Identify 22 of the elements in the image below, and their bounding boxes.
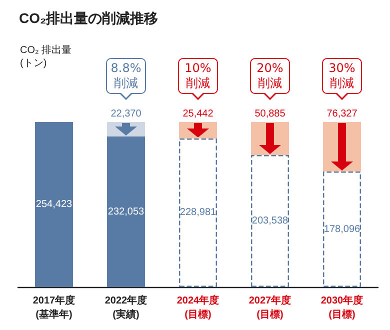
data-label: 25,442	[182, 108, 214, 120]
data-label: 254,423	[36, 199, 73, 210]
chart-title: CO₂排出量の削減推移	[19, 10, 158, 26]
x-tick-label: 2030年度 (目標)	[320, 294, 364, 320]
data-label: 50,885	[254, 108, 286, 120]
text: CO₂ 排出量 (トン)	[20, 44, 72, 69]
annotation: 30% 削減	[322, 58, 362, 94]
data-label: 232,053	[108, 206, 145, 218]
x-tick-label: 2027年度 (目標)	[248, 294, 292, 320]
data-label: 203,538	[252, 216, 289, 226]
annotation: 20% 削減	[250, 58, 290, 94]
data-label: 76,327	[326, 108, 358, 120]
data-label: 178,096	[324, 224, 361, 235]
x-tick-label: 2017年度 (基準年)	[32, 294, 76, 320]
annotation: 10% 削減	[178, 58, 218, 94]
data-label: 228,981	[180, 207, 217, 218]
annotation: 8.8% 削減	[106, 58, 146, 94]
bar	[35, 122, 73, 287]
bar	[179, 138, 217, 287]
x-tick-label: 2022年度 (実績)	[104, 294, 148, 320]
x-tick-label: 2024年度 (目標)	[176, 294, 220, 320]
data-label: 22,370	[110, 108, 142, 120]
